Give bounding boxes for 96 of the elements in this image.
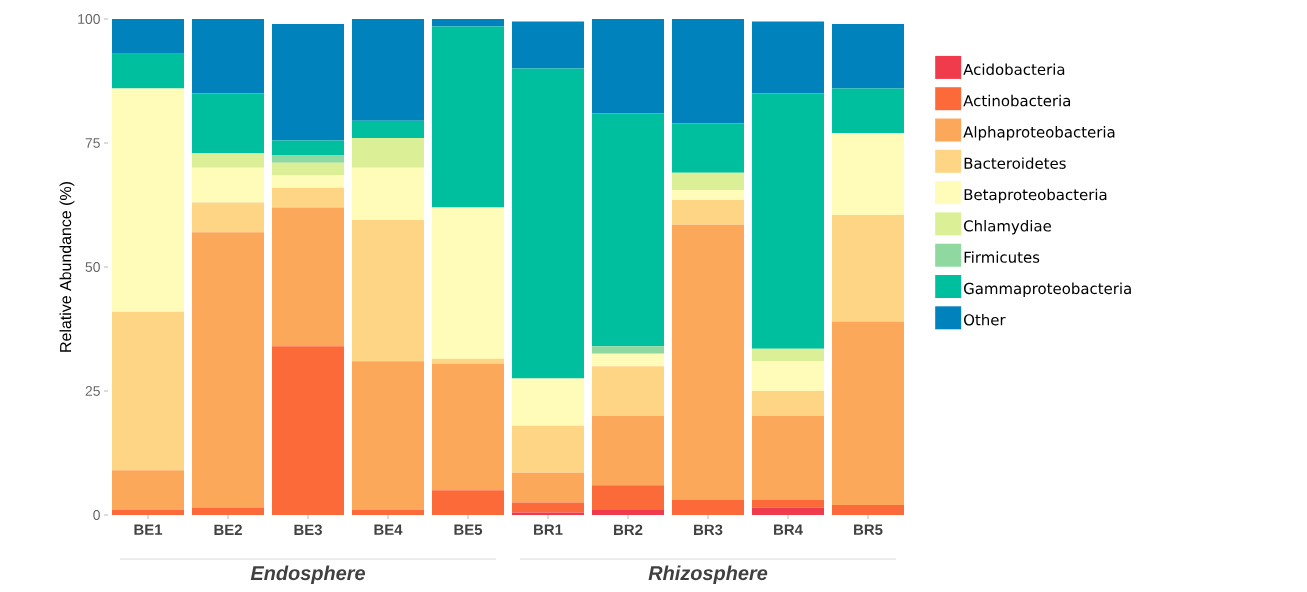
bar (432, 490, 504, 515)
bar (352, 167, 424, 220)
x-tick-label: BE4 (374, 524, 403, 535)
bar (832, 133, 904, 215)
bar (112, 510, 184, 515)
legend-label: Other (964, 313, 1006, 326)
x-tick-label: BE3 (294, 524, 322, 536)
bar (592, 366, 664, 416)
bar (832, 505, 904, 515)
y-tick-label: 0 (93, 510, 100, 520)
x-tick-label: BE5 (454, 524, 483, 535)
legend-label: Firmicutes (964, 251, 1040, 263)
bar (752, 361, 824, 391)
bar (832, 88, 904, 134)
legend-label: Acidobacteria (963, 63, 1065, 76)
x-tick-label: BR4 (774, 524, 803, 535)
bar (432, 207, 504, 359)
bar (512, 21, 584, 69)
bar (192, 507, 264, 515)
legend-label: Alphaproteobacteria (963, 126, 1115, 141)
y-axis-title: Relative Abundance (%) (59, 182, 75, 352)
bar (352, 138, 424, 168)
bar (272, 207, 344, 347)
bar (832, 214, 904, 322)
bar (512, 68, 584, 379)
bar (672, 500, 744, 515)
bar (752, 507, 824, 515)
bar (592, 19, 664, 114)
y-tick-label: 100 (78, 14, 100, 24)
bar (112, 19, 184, 54)
x-tick-label: BR2 (614, 524, 643, 535)
bar (832, 23, 904, 89)
bar (352, 120, 424, 139)
bar (592, 415, 664, 486)
y-tick-label: 75 (85, 138, 100, 148)
bar (672, 190, 744, 201)
bar (272, 155, 344, 163)
x-tick-label: BE2 (214, 524, 242, 535)
bar (672, 123, 744, 173)
bar (672, 224, 744, 501)
bar (592, 510, 664, 515)
bar (192, 232, 264, 508)
legend-label: Actinobacteria (963, 94, 1071, 107)
bar (512, 502, 584, 513)
text: Endosphere (250, 565, 366, 585)
bar (752, 21, 824, 94)
bar (112, 88, 184, 312)
bar (752, 500, 824, 508)
bar (752, 93, 824, 349)
bar (272, 162, 344, 176)
legend-label: Betaproteobacteria (964, 188, 1107, 204)
bar (272, 175, 344, 188)
bar (192, 152, 264, 168)
bar (352, 219, 424, 362)
bar (192, 202, 264, 233)
y-tick-label: 25 (85, 386, 100, 396)
bar (432, 363, 504, 491)
x-tick-label: BE1 (134, 524, 163, 535)
bar (112, 53, 184, 89)
bar (592, 346, 664, 354)
text: Rhizosphere (648, 565, 768, 585)
x-tick-label: BR5 (854, 524, 883, 535)
bar (672, 172, 744, 191)
bar (672, 200, 744, 225)
bar (432, 26, 504, 208)
bar (752, 391, 824, 416)
bar (352, 361, 424, 511)
bar (592, 485, 664, 511)
bar (512, 425, 584, 473)
bar (752, 348, 824, 362)
bar (752, 415, 824, 501)
x-tick-label: BR1 (534, 524, 563, 535)
bar (272, 346, 344, 515)
legend-label: Bacteroidetes (964, 157, 1066, 169)
bar (512, 378, 584, 426)
legend-label: Chlamydiae (964, 220, 1051, 235)
bar (192, 19, 264, 94)
bar (592, 353, 664, 367)
bar (592, 113, 664, 347)
bar (512, 472, 584, 503)
bar (272, 23, 344, 141)
bar (112, 311, 184, 471)
y-tick-label: 50 (85, 262, 100, 272)
bar (672, 19, 744, 124)
legend-label: Gammaproteobacteria (964, 282, 1131, 298)
bar (272, 140, 344, 156)
bar (432, 358, 504, 364)
bar (112, 470, 184, 511)
x-tick-label: BR3 (694, 524, 723, 536)
bar (192, 167, 264, 203)
bar (272, 187, 344, 208)
bar (192, 93, 264, 153)
bar (352, 510, 424, 515)
bar (832, 321, 904, 506)
bar (352, 19, 424, 121)
bar (432, 19, 504, 27)
